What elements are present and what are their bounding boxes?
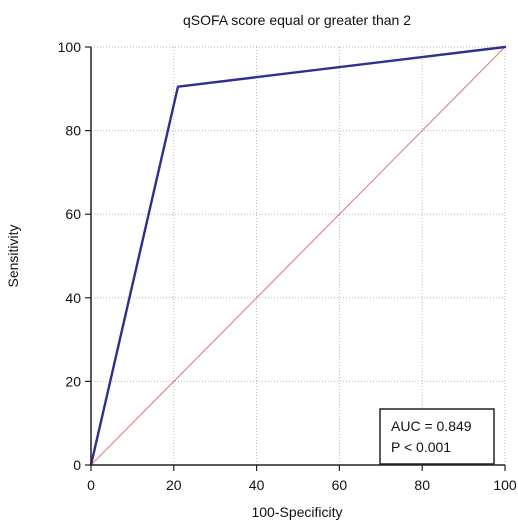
y-tick-label-3: 60 xyxy=(65,206,81,222)
x-tick-label-4: 80 xyxy=(414,477,430,493)
legend-border xyxy=(379,408,495,465)
grid-layer xyxy=(90,46,506,466)
x-tick-label-0: 0 xyxy=(87,477,95,493)
x-tick-label-3: 60 xyxy=(332,477,348,493)
series-layer xyxy=(89,45,507,467)
x-tick-label-2: 40 xyxy=(249,477,265,493)
reference-diagonal-line xyxy=(90,46,506,466)
auc-label: AUC = 0.849 xyxy=(391,418,472,434)
y-tick-label-1: 20 xyxy=(65,373,81,389)
y-tick-label-2: 40 xyxy=(65,290,81,306)
legend-box: AUC = 0.849 P < 0.001 xyxy=(379,408,495,465)
roc-curve-line xyxy=(89,45,507,467)
ticks-layer: 0 20 40 60 80 100 0 20 40 60 80 100 xyxy=(58,39,517,493)
x-tick-label-1: 20 xyxy=(166,477,182,493)
y-axis-label: Sensitivity xyxy=(5,224,21,287)
diagonal-layer xyxy=(90,46,506,466)
y-tick-label-5: 100 xyxy=(58,39,82,55)
axes-layer xyxy=(90,47,505,466)
chart-title: qSOFA score equal or greater than 2 xyxy=(183,12,411,28)
x-axis-label: 100-Specificity xyxy=(251,504,342,520)
p-value-label: P < 0.001 xyxy=(391,439,451,455)
x-tick-label-5: 100 xyxy=(493,477,517,493)
y-tick-label-4: 80 xyxy=(65,123,81,139)
y-tick-label-0: 0 xyxy=(73,457,81,473)
